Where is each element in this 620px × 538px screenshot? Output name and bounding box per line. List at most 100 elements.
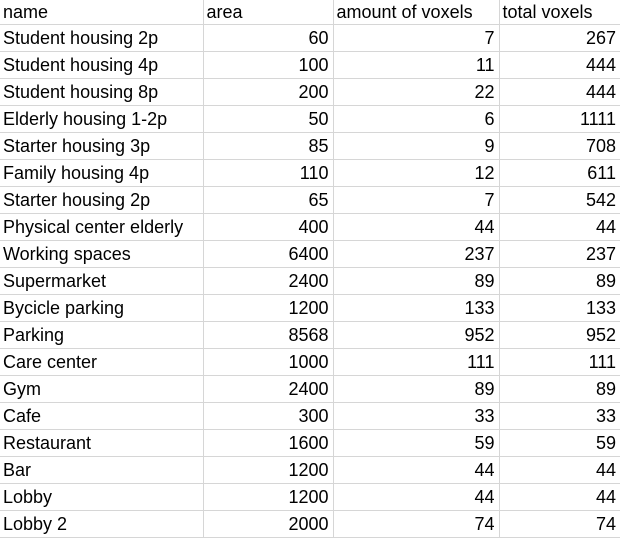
amount-of-voxels-cell[interactable]: 111 bbox=[333, 348, 499, 375]
area-cell[interactable]: 2400 bbox=[203, 375, 333, 402]
name-cell[interactable]: Student housing 2p bbox=[0, 24, 203, 51]
total-voxels-cell[interactable]: 74 bbox=[499, 510, 620, 537]
amount-of-voxels-cell[interactable]: 89 bbox=[333, 267, 499, 294]
area-cell[interactable]: 100 bbox=[203, 51, 333, 78]
name-cell[interactable]: Gym bbox=[0, 375, 203, 402]
area-cell[interactable]: 1200 bbox=[203, 483, 333, 510]
header-cell-amount-of-voxels[interactable]: amount of voxels bbox=[333, 0, 499, 24]
amount-of-voxels-cell[interactable]: 9 bbox=[333, 132, 499, 159]
name-cell[interactable]: Working spaces bbox=[0, 240, 203, 267]
name-cell[interactable]: Restaurant bbox=[0, 429, 203, 456]
area-cell[interactable]: 1600 bbox=[203, 429, 333, 456]
total-voxels-cell[interactable]: 89 bbox=[499, 267, 620, 294]
total-voxels-cell[interactable]: 59 bbox=[499, 429, 620, 456]
table-row: Bycicle parking 1200 133 133 bbox=[0, 294, 620, 321]
amount-of-voxels-cell[interactable]: 11 bbox=[333, 51, 499, 78]
total-voxels-cell[interactable]: 444 bbox=[499, 78, 620, 105]
name-cell[interactable]: Starter housing 2p bbox=[0, 186, 203, 213]
amount-of-voxels-cell[interactable]: 59 bbox=[333, 429, 499, 456]
name-cell[interactable]: Lobby bbox=[0, 483, 203, 510]
area-cell[interactable]: 60 bbox=[203, 24, 333, 51]
header-cell-name[interactable]: name bbox=[0, 0, 203, 24]
total-voxels-cell[interactable]: 708 bbox=[499, 132, 620, 159]
table-row: Lobby 2 2000 74 74 bbox=[0, 510, 620, 537]
header-cell-area[interactable]: area bbox=[203, 0, 333, 24]
name-cell[interactable]: Cafe bbox=[0, 402, 203, 429]
total-voxels-cell[interactable]: 133 bbox=[499, 294, 620, 321]
table-row: Care center 1000 111 111 bbox=[0, 348, 620, 375]
total-voxels-cell[interactable]: 44 bbox=[499, 213, 620, 240]
total-voxels-cell[interactable]: 611 bbox=[499, 159, 620, 186]
area-cell[interactable]: 85 bbox=[203, 132, 333, 159]
table-row: Student housing 4p 100 11 444 bbox=[0, 51, 620, 78]
total-voxels-cell[interactable]: 267 bbox=[499, 24, 620, 51]
table-row: Gym 2400 89 89 bbox=[0, 375, 620, 402]
total-voxels-cell[interactable]: 44 bbox=[499, 456, 620, 483]
amount-of-voxels-cell[interactable]: 74 bbox=[333, 510, 499, 537]
amount-of-voxels-cell[interactable]: 7 bbox=[333, 186, 499, 213]
table-row: Starter housing 2p 65 7 542 bbox=[0, 186, 620, 213]
area-cell[interactable]: 300 bbox=[203, 402, 333, 429]
name-cell[interactable]: Bar bbox=[0, 456, 203, 483]
amount-of-voxels-cell[interactable]: 237 bbox=[333, 240, 499, 267]
area-cell[interactable]: 8568 bbox=[203, 321, 333, 348]
area-cell[interactable]: 50 bbox=[203, 105, 333, 132]
area-cell[interactable]: 400 bbox=[203, 213, 333, 240]
table-row: Parking 8568 952 952 bbox=[0, 321, 620, 348]
area-cell[interactable]: 2000 bbox=[203, 510, 333, 537]
table-row: Family housing 4p 110 12 611 bbox=[0, 159, 620, 186]
header-row: name area amount of voxels total voxels bbox=[0, 0, 620, 24]
header-cell-total-voxels[interactable]: total voxels bbox=[499, 0, 620, 24]
total-voxels-cell[interactable]: 444 bbox=[499, 51, 620, 78]
amount-of-voxels-cell[interactable]: 22 bbox=[333, 78, 499, 105]
table-row: Physical center elderly 400 44 44 bbox=[0, 213, 620, 240]
total-voxels-cell[interactable]: 33 bbox=[499, 402, 620, 429]
total-voxels-cell[interactable]: 111 bbox=[499, 348, 620, 375]
name-cell[interactable]: Elderly housing 1-2p bbox=[0, 105, 203, 132]
total-voxels-cell[interactable]: 44 bbox=[499, 483, 620, 510]
total-voxels-cell[interactable]: 1111 bbox=[499, 105, 620, 132]
amount-of-voxels-cell[interactable]: 44 bbox=[333, 483, 499, 510]
name-cell[interactable]: Lobby 2 bbox=[0, 510, 203, 537]
name-cell[interactable]: Family housing 4p bbox=[0, 159, 203, 186]
table-row: Restaurant 1600 59 59 bbox=[0, 429, 620, 456]
total-voxels-cell[interactable]: 542 bbox=[499, 186, 620, 213]
table-row: Student housing 2p 60 7 267 bbox=[0, 24, 620, 51]
name-cell[interactable]: Parking bbox=[0, 321, 203, 348]
area-cell[interactable]: 1200 bbox=[203, 456, 333, 483]
table-row: Cafe 300 33 33 bbox=[0, 402, 620, 429]
area-cell[interactable]: 110 bbox=[203, 159, 333, 186]
name-cell[interactable]: Care center bbox=[0, 348, 203, 375]
area-cell[interactable]: 2400 bbox=[203, 267, 333, 294]
amount-of-voxels-cell[interactable]: 44 bbox=[333, 213, 499, 240]
name-cell[interactable]: Student housing 4p bbox=[0, 51, 203, 78]
amount-of-voxels-cell[interactable]: 89 bbox=[333, 375, 499, 402]
area-cell[interactable]: 6400 bbox=[203, 240, 333, 267]
area-cell[interactable]: 200 bbox=[203, 78, 333, 105]
amount-of-voxels-cell[interactable]: 12 bbox=[333, 159, 499, 186]
table-row: Bar 1200 44 44 bbox=[0, 456, 620, 483]
amount-of-voxels-cell[interactable]: 133 bbox=[333, 294, 499, 321]
name-cell[interactable]: Bycicle parking bbox=[0, 294, 203, 321]
amount-of-voxels-cell[interactable]: 33 bbox=[333, 402, 499, 429]
amount-of-voxels-cell[interactable]: 6 bbox=[333, 105, 499, 132]
amount-of-voxels-cell[interactable]: 7 bbox=[333, 24, 499, 51]
name-cell[interactable]: Starter housing 3p bbox=[0, 132, 203, 159]
name-cell[interactable]: Physical center elderly bbox=[0, 213, 203, 240]
area-cell[interactable]: 1000 bbox=[203, 348, 333, 375]
name-cell[interactable]: Student housing 8p bbox=[0, 78, 203, 105]
total-voxels-cell[interactable]: 952 bbox=[499, 321, 620, 348]
area-cell[interactable]: 65 bbox=[203, 186, 333, 213]
area-cell[interactable]: 1200 bbox=[203, 294, 333, 321]
name-cell[interactable]: Supermarket bbox=[0, 267, 203, 294]
amount-of-voxels-cell[interactable]: 952 bbox=[333, 321, 499, 348]
amount-of-voxels-cell[interactable]: 44 bbox=[333, 456, 499, 483]
total-voxels-cell[interactable]: 89 bbox=[499, 375, 620, 402]
total-voxels-cell[interactable]: 237 bbox=[499, 240, 620, 267]
table-row: Starter housing 3p 85 9 708 bbox=[0, 132, 620, 159]
table-row: Supermarket 2400 89 89 bbox=[0, 267, 620, 294]
table-row: Elderly housing 1-2p 50 6 1111 bbox=[0, 105, 620, 132]
